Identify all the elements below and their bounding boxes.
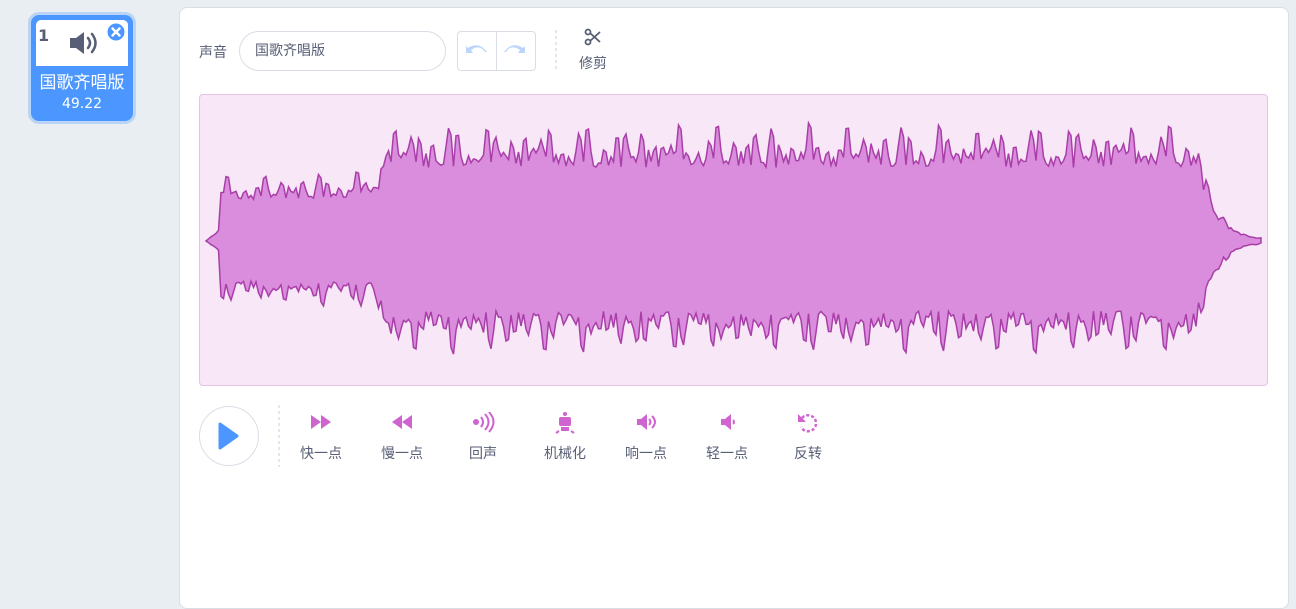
effect-icon[interactable] xyxy=(390,412,414,434)
sound-name-input[interactable]: 国歌齐唱版 xyxy=(239,31,446,71)
effect-icon[interactable] xyxy=(309,412,333,434)
redo-icon[interactable] xyxy=(504,45,525,53)
effect-label[interactable]: 响一点 xyxy=(625,446,667,462)
undo-redo xyxy=(457,31,536,71)
delete-button[interactable] xyxy=(105,21,127,43)
scissors-icon[interactable] xyxy=(584,28,602,46)
waveform xyxy=(204,120,1262,355)
effect-icon[interactable] xyxy=(471,412,495,434)
divider xyxy=(278,405,280,467)
effect-label[interactable]: 回声 xyxy=(469,446,497,462)
sound-name: 国歌齐唱版 xyxy=(39,73,125,93)
play-button[interactable] xyxy=(198,405,260,467)
effect-label[interactable]: 慢一点 xyxy=(381,446,423,462)
waveform-area xyxy=(199,94,1268,386)
sound-label: 声音 xyxy=(199,45,227,61)
divider xyxy=(555,30,557,72)
effect-icon[interactable] xyxy=(796,412,820,434)
sound-number: 1 xyxy=(38,26,50,45)
trim-label[interactable]: 修剪 xyxy=(579,56,607,72)
undo-icon[interactable] xyxy=(466,45,487,53)
effect-icon[interactable] xyxy=(715,412,739,434)
effect-icon[interactable] xyxy=(634,412,658,434)
effect-label[interactable]: 反转 xyxy=(794,446,822,462)
undo-redo-icons xyxy=(466,32,525,70)
speaker-icon xyxy=(70,32,97,54)
waveform-path xyxy=(204,120,1262,355)
effect-label[interactable]: 轻一点 xyxy=(706,446,748,462)
effect-label[interactable]: 机械化 xyxy=(544,446,586,462)
sound-duration: 49.22 xyxy=(61,96,103,112)
effect-label[interactable]: 快一点 xyxy=(300,446,342,462)
effect-icon[interactable] xyxy=(553,412,577,434)
